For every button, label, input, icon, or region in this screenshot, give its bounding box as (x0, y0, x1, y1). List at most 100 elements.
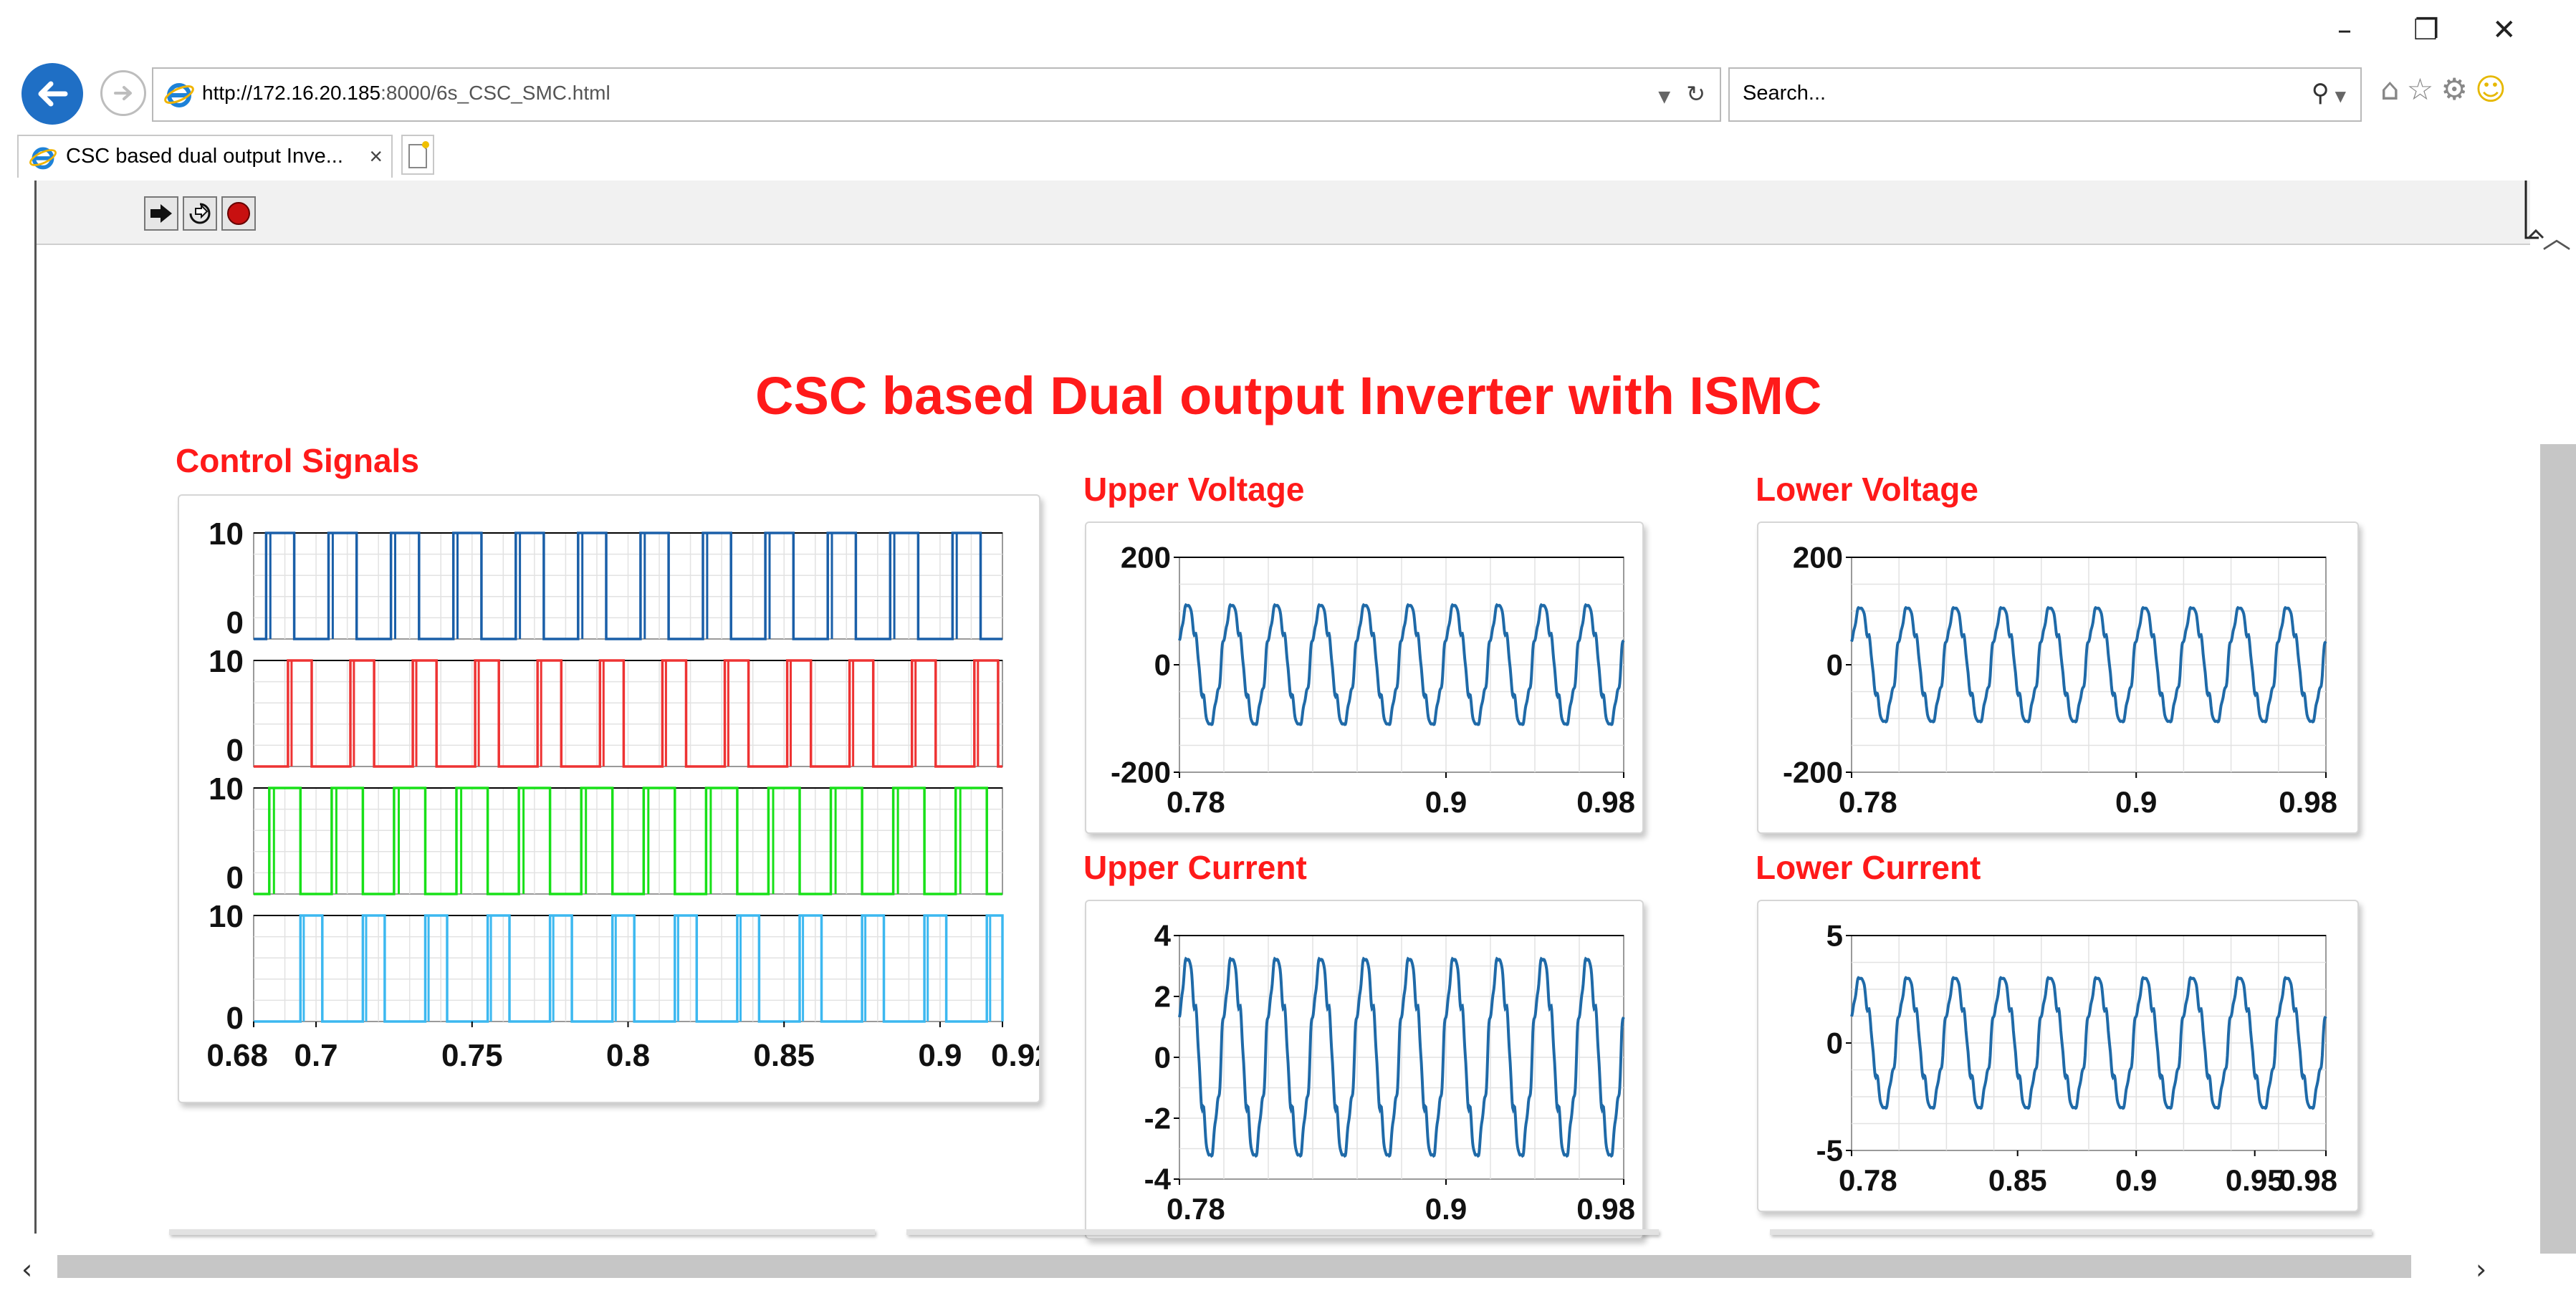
back-arrow-icon (38, 81, 68, 107)
y-tick-label: 10 (209, 644, 244, 679)
browser-tab[interactable]: CSC based dual output Inve... × (17, 135, 393, 178)
ie-logo-icon (164, 83, 194, 107)
scroll-up-icon[interactable]: ︿ (2542, 222, 2571, 255)
x-tick-label: 0.98 (2279, 785, 2337, 819)
url-host: http://172.16.20.185 (202, 82, 381, 104)
panel-edge (169, 1229, 875, 1235)
x-tick-label: 0.68 (206, 1038, 268, 1073)
search-icon[interactable]: ⚲ ▼ (2311, 79, 2346, 107)
run-arrow-button[interactable] (144, 196, 178, 231)
minimize-button[interactable]: – (2337, 14, 2352, 47)
run-continuous-icon (189, 203, 211, 224)
y-tick-label: 0 (1826, 1027, 1843, 1060)
search-box[interactable]: Search... ⚲ ▼ (1728, 67, 2362, 122)
tab-ie-icon (29, 147, 57, 170)
y-tick-label: 10 (209, 899, 244, 934)
upper-current-panel: 4 2 0 -2 -4 0.78 0.9 0.98 (1085, 900, 1644, 1239)
y-tick-label: 0 (1154, 1041, 1171, 1075)
url-text[interactable]: http://172.16.20.185:8000/6s_CSC_SMC.htm… (202, 82, 611, 105)
run-arrow-icon (150, 204, 172, 223)
y-tick-label: 0 (1154, 648, 1171, 682)
y-tick-label: 0 (1826, 648, 1843, 682)
scroll-left-icon[interactable]: ‹ (21, 1254, 33, 1285)
upper-current-chart: 4 2 0 -2 -40.78 0.9 0.98 (1144, 919, 1635, 1226)
control-signal-edges (269, 533, 958, 639)
x-tick-label: 0.9 (1425, 1192, 1467, 1226)
y-tick-label: 0 (226, 1001, 244, 1036)
x-tick-label: 0.85 (753, 1038, 815, 1073)
control-signal-edges (290, 660, 980, 766)
new-tab-button[interactable] (401, 135, 434, 175)
y-tick-label: 2 (1154, 980, 1171, 1014)
smiley-feedback-icon[interactable]: ☺ (2474, 72, 2514, 107)
x-tick-label: 0.8 (606, 1038, 650, 1073)
settings-gear-icon[interactable]: ⚙ (2441, 72, 2475, 107)
x-tick-label: 0.9 (1425, 785, 1467, 819)
y-tick-label: 0 (226, 733, 244, 768)
scroll-right-icon[interactable]: › (2476, 1254, 2487, 1285)
abort-button[interactable] (221, 196, 256, 231)
address-actions: ▼ ↻ (1658, 80, 1705, 107)
x-tick-label: 0.98 (2279, 1163, 2337, 1197)
lower-current-panel: 5 0 -5 0.78 0.85 0.9 0.95 0.98 (1757, 900, 2359, 1212)
waveform-line (1850, 605, 2327, 724)
new-tab-icon (408, 141, 429, 168)
search-input[interactable]: Search... (1743, 82, 1826, 105)
x-tick-label: 0.85 (1988, 1163, 2047, 1197)
horizontal-scrollbar[interactable] (57, 1255, 2411, 1278)
control-signal-line (254, 787, 1002, 895)
panel-edge (906, 1229, 1659, 1235)
y-tick-label: 10 (209, 516, 244, 552)
run-continuous-button[interactable] (183, 196, 217, 231)
tab-title: CSC based dual output Inve... (66, 145, 343, 168)
control-signal-edges (272, 788, 962, 894)
lower-voltage-panel: 200 0 -200 0.78 0.9 0.98 (1757, 521, 2359, 834)
x-tick-label: 0.78 (1167, 1192, 1225, 1226)
y-tick-label: 200 (1793, 541, 1843, 575)
labview-run-toolbar (37, 181, 2530, 245)
x-tick-label: 0.9 (918, 1038, 962, 1073)
restore-button[interactable]: ❐ (2413, 14, 2439, 47)
forward-button[interactable] (100, 70, 146, 116)
control-signal-line (254, 659, 1002, 768)
home-icon[interactable]: ⌂ (2380, 72, 2407, 107)
x-tick-label: 0.78 (1839, 1163, 1897, 1197)
y-tick-label: 200 (1121, 541, 1171, 575)
address-bar[interactable]: http://172.16.20.185:8000/6s_CSC_SMC.htm… (152, 67, 1721, 122)
y-tick-label: -5 (1816, 1134, 1843, 1168)
lower-current-chart: 5 0 -50.78 0.85 0.9 0.950.98 (1816, 919, 2337, 1197)
y-tick-label: -200 (1783, 756, 1843, 789)
y-tick-label: 4 (1154, 919, 1172, 953)
upper-voltage-panel: 200 0 -200 0.78 0.9 0.98 (1085, 521, 1644, 834)
close-window-button[interactable]: ✕ (2492, 14, 2517, 47)
x-tick-label: 0.78 (1167, 785, 1225, 819)
vertical-scrollbar[interactable] (2540, 444, 2576, 1254)
favorites-star-icon[interactable]: ☆ (2406, 72, 2441, 107)
y-tick-label: 0 (226, 860, 244, 895)
y-tick-label: -2 (1144, 1102, 1171, 1135)
control-signal-line (254, 914, 1004, 1023)
back-button[interactable] (21, 63, 83, 125)
waveform-line (1178, 956, 1625, 1158)
control-signal-edges (302, 915, 992, 1022)
stop-sign-icon (227, 202, 250, 225)
y-tick-label: -4 (1144, 1163, 1172, 1196)
page-title: CSC based Dual output Inverter with ISMC (755, 366, 1822, 426)
y-tick-label: 10 (209, 772, 244, 807)
waveform-line (1178, 602, 1625, 726)
dropdown-arrow-icon[interactable]: ▼ (1658, 88, 1671, 106)
x-tick-label: 0.9 (2115, 785, 2157, 819)
refresh-icon[interactable]: ↻ (1686, 80, 1705, 107)
y-tick-label: 5 (1826, 919, 1843, 953)
lower-current-label: Lower Current (1756, 849, 1981, 886)
upper-voltage-label: Upper Voltage (1083, 471, 1305, 508)
y-tick-label: 0 (226, 605, 244, 640)
x-tick-label: 0.98 (1576, 785, 1635, 819)
y-tick-label: -200 (1111, 756, 1171, 789)
tab-close-icon[interactable]: × (369, 143, 383, 169)
x-tick-label: 0.95 (2226, 1163, 2284, 1197)
